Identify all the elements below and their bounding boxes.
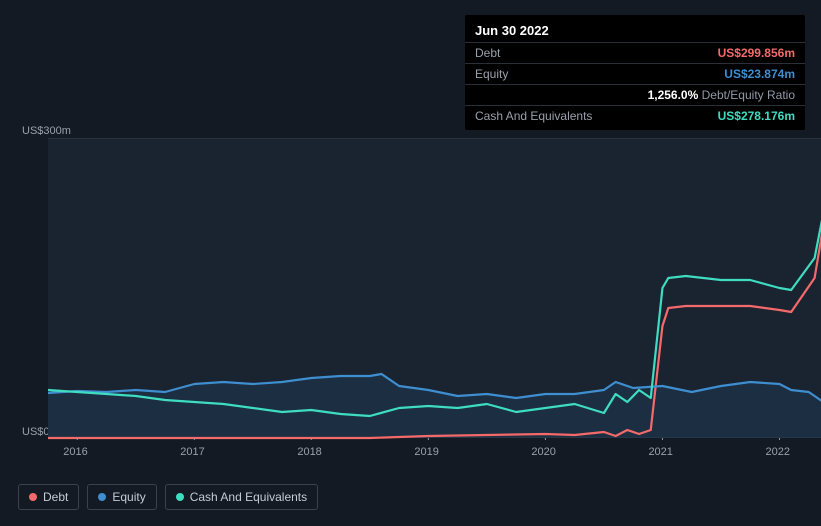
x-tick-label: 2022	[765, 446, 789, 458]
legend-dot-icon	[98, 493, 106, 501]
legend-item-equity[interactable]: Equity	[87, 484, 156, 510]
tooltip-row-label: Cash And Equivalents	[475, 109, 592, 123]
tooltip-row-label: Equity	[475, 67, 508, 81]
tooltip-row: Cash And Equivalents US$278.176m	[465, 105, 805, 126]
x-tick-label: 2016	[63, 446, 87, 458]
x-tick-label: 2019	[414, 446, 438, 458]
tooltip-row: Equity US$23.874m	[465, 63, 805, 84]
y-tick-bottom: US$0	[22, 426, 50, 438]
tooltip-date: Jun 30 2022	[465, 19, 805, 42]
tooltip-row-value: US$23.874m	[724, 67, 795, 81]
x-tick-label: 2021	[648, 446, 672, 458]
x-tick-label: 2018	[297, 446, 321, 458]
tooltip-row-value: 1,256.0% Debt/Equity Ratio	[648, 88, 795, 102]
x-tick-label: 2020	[531, 446, 555, 458]
y-tick-top: US$300m	[22, 125, 71, 137]
tooltip-row: Debt US$299.856m	[465, 42, 805, 63]
tooltip-row-value: US$299.856m	[718, 46, 795, 60]
line-chart	[48, 138, 821, 440]
hover-tooltip: Jun 30 2022 Debt US$299.856m Equity US$23.8…	[465, 15, 805, 130]
legend-item-cash-and-equivalents[interactable]: Cash And Equivalents	[165, 484, 318, 510]
chart-legend: Debt Equity Cash And Equivalents	[18, 484, 318, 510]
x-tick-label: 2017	[180, 446, 204, 458]
legend-label: Cash And Equivalents	[190, 490, 307, 504]
tooltip-row-label: Debt	[475, 46, 500, 60]
legend-dot-icon	[176, 493, 184, 501]
legend-item-debt[interactable]: Debt	[18, 484, 79, 510]
legend-dot-icon	[29, 493, 37, 501]
legend-label: Debt	[43, 490, 68, 504]
legend-label: Equity	[112, 490, 145, 504]
tooltip-row: 1,256.0% Debt/Equity Ratio	[465, 84, 805, 105]
tooltip-row-value: US$278.176m	[718, 109, 795, 123]
